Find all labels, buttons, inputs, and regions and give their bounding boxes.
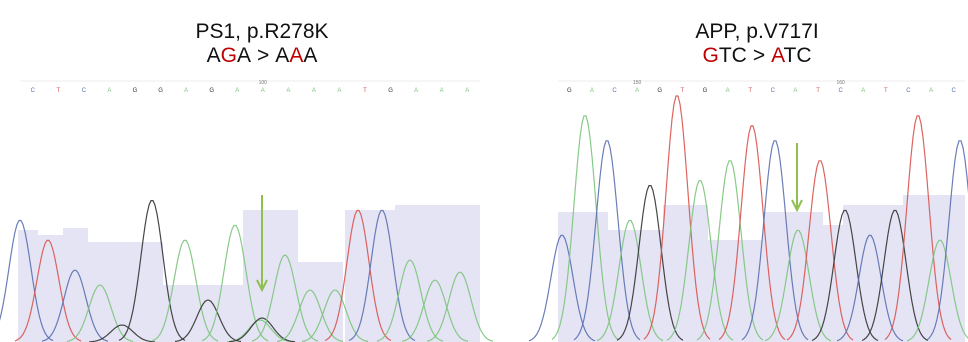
codon-letter: > <box>753 44 765 67</box>
base-call: T <box>363 88 367 94</box>
codon-letter: A <box>237 44 251 67</box>
base-call: A <box>440 88 444 94</box>
codon-letter: C <box>796 44 811 67</box>
gene-variant: APP, p.V717I <box>695 20 818 43</box>
quality-bar <box>823 225 843 342</box>
codon-letter: > <box>257 44 269 67</box>
base-call: G <box>703 88 708 94</box>
codon-letter: T <box>719 44 732 67</box>
quality-bar <box>395 205 480 342</box>
base-call: T <box>884 88 888 94</box>
base-call: A <box>235 88 239 94</box>
base-call: A <box>793 88 797 94</box>
codon-letter: A <box>303 44 317 67</box>
base-call: C <box>838 88 843 94</box>
base-call: G <box>158 88 163 94</box>
codon-letter: C <box>732 44 747 67</box>
codon-letter: A <box>275 44 289 67</box>
base-call: C <box>612 88 617 94</box>
base-call: T <box>816 88 820 94</box>
figure: PS1, p.R278KAGA>AAACTCAGGAGAAAAATGAAA100… <box>0 0 968 342</box>
base-call: T <box>748 88 752 94</box>
base-call: C <box>31 88 36 94</box>
base-call: A <box>726 88 730 94</box>
base-call: C <box>771 88 776 94</box>
base-call: A <box>184 88 188 94</box>
quality-bar <box>63 228 88 342</box>
quality-bar <box>243 210 298 342</box>
quality-bar <box>345 210 395 342</box>
codon-letter: A <box>289 44 303 67</box>
base-call: A <box>414 88 418 94</box>
mutation: AGA>AAA <box>207 44 318 67</box>
base-call: A <box>312 88 316 94</box>
base-call: C <box>952 88 957 94</box>
base-call: A <box>929 88 933 94</box>
base-call: T <box>56 88 60 94</box>
codon-letter: T <box>784 44 797 67</box>
base-call: A <box>286 88 290 94</box>
base-call: A <box>261 88 265 94</box>
codon-letter: G <box>221 44 237 67</box>
base-call: C <box>82 88 87 94</box>
codon-letter: A <box>207 44 221 67</box>
quality-bar <box>763 212 823 342</box>
codon-letter: G <box>702 44 718 67</box>
base-call: A <box>465 88 469 94</box>
quality-bar <box>298 262 343 342</box>
position-label: 100 <box>259 80 268 86</box>
position-label: 160 <box>836 80 845 86</box>
base-call: G <box>567 88 572 94</box>
base-call: G <box>209 88 214 94</box>
base-call: A <box>107 88 111 94</box>
base-call: G <box>657 88 662 94</box>
base-call: T <box>681 88 685 94</box>
base-call: C <box>906 88 911 94</box>
position-label: 150 <box>633 80 642 86</box>
page: {"panels": [ {"gene_variant": "PS1, p.R2… <box>0 0 968 342</box>
base-call: A <box>590 88 594 94</box>
base-call: A <box>635 88 639 94</box>
base-call: G <box>388 88 393 94</box>
base-call: A <box>861 88 865 94</box>
quality-bar <box>88 242 163 342</box>
mutation: GTC>ATC <box>702 44 811 67</box>
base-call: A <box>337 88 341 94</box>
base-call: G <box>133 88 138 94</box>
gene-variant: PS1, p.R278K <box>195 20 328 43</box>
